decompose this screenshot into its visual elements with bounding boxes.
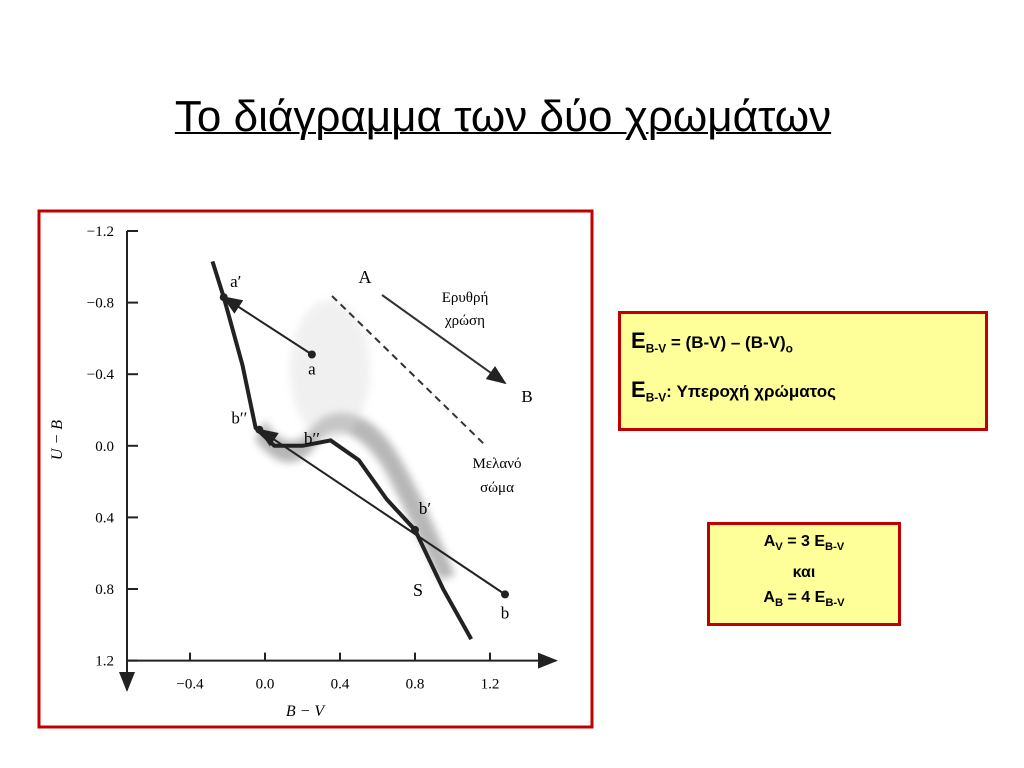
annotation: χρώση [444,313,485,329]
y-tick-label: 1.2 [95,654,114,670]
reddening-arrow [381,294,507,385]
text: E [631,377,646,403]
x-axis-label: B − V [286,703,327,720]
point [307,350,316,359]
point [501,590,509,599]
point [219,293,228,302]
y-tick-label: 0.8 [95,582,114,598]
excess-box: EB-V = (B-V) – (B-V)o EB-V: Υπεροχή χρώμα… [618,311,988,431]
annotation: Μελανό [472,456,521,472]
box-line: AB = 4 EB-V [710,585,898,616]
point [411,525,419,534]
box-line: AV = 3 EB-V [710,529,898,560]
box-line: EB-V = (B-V) – (B-V)o [631,328,975,355]
x-tick-label: 1.2 [481,677,500,693]
text: = 4 E [783,589,826,607]
text: A [763,533,776,550]
point-label: a′ [230,272,241,291]
point-label: b′′ [231,409,247,428]
subscript: B [774,597,784,610]
y-tick-label: −1.2 [87,224,114,240]
annotation: B [521,387,532,406]
x-tick-label: 0.8 [406,677,425,693]
y-tick-label: −0.4 [87,367,115,383]
intrinsic-curve [210,260,473,641]
figure-frame [37,209,594,729]
y-tick-label: 0.4 [95,510,114,526]
box-line: και [710,560,898,585]
point-label: b [501,603,510,622]
subscript: B-V [645,341,667,356]
point-label: b′ [419,499,431,518]
subscript: o [785,341,793,356]
y-tick-label: −0.8 [87,296,114,312]
x-tick-label: 0.0 [256,677,275,693]
text: = (B-V) – (B-V) [666,333,786,352]
annotation: b′′ [304,429,320,448]
subscript: V [775,541,783,554]
annotation: Ερυθρή [442,290,489,306]
reddening-vector [257,428,506,596]
text: A [763,589,775,607]
subscript: B-V [825,541,845,554]
annotation: σώμα [480,480,514,496]
x-tick-label: 0.4 [331,677,350,693]
y-axis-label: U − B [49,420,66,460]
annotation: A [359,267,372,287]
text: : Υπεροχή χρώματος [666,382,837,402]
x-tick-label: −0.4 [176,677,204,693]
extinction-box: AV = 3 EB-V και AB = 4 EB-V [707,522,901,626]
subscript: B-V [825,597,845,610]
text: και [792,564,816,582]
box-line: EB-V: Υπεροχή χρώματος [631,377,975,404]
annotation: S [413,580,423,600]
point-label: a [308,360,316,379]
slide-title: Το διάγραμμα των δύο χρωμάτων [174,92,832,141]
text: = 3 E [782,533,825,550]
point [255,425,264,434]
y-tick-label: 0.0 [95,439,114,455]
star-cloud [255,300,455,580]
subscript: B-V [645,390,667,405]
reddening-vector [222,296,313,356]
text: E [631,328,646,353]
